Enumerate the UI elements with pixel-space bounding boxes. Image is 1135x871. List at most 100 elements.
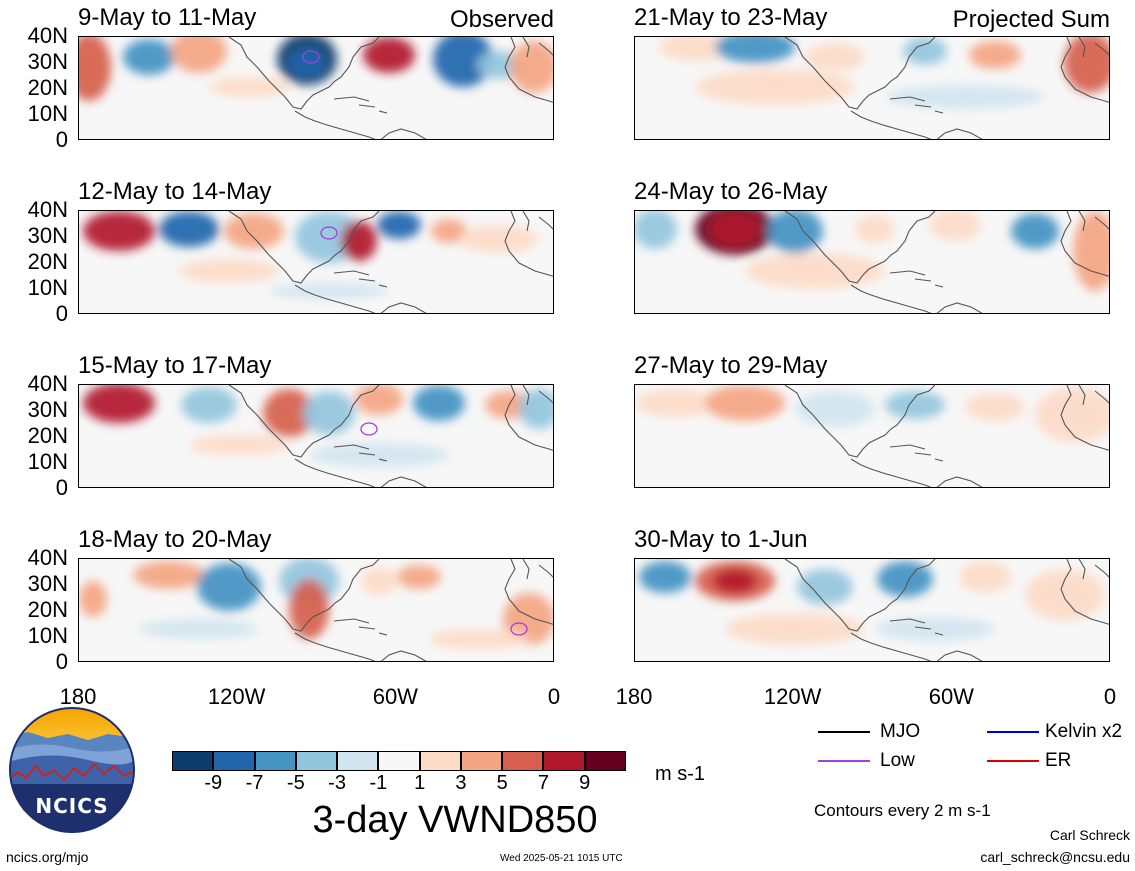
coastline bbox=[333, 270, 388, 288]
anomaly-shading bbox=[715, 37, 795, 63]
anomaly-shading bbox=[79, 581, 107, 617]
colorbar-swatch bbox=[502, 751, 544, 771]
anomaly-shading bbox=[695, 69, 855, 105]
anomaly-shading bbox=[263, 389, 315, 437]
anomaly-shading bbox=[361, 567, 397, 595]
coastline bbox=[889, 270, 944, 288]
longitude-tick-label: 0 bbox=[547, 684, 561, 709]
latitude-tick-label: 40N bbox=[27, 23, 68, 48]
anomaly-shading bbox=[725, 433, 845, 457]
anomaly-shading bbox=[83, 385, 155, 423]
anomaly-shading bbox=[635, 211, 677, 249]
anomaly-shading bbox=[855, 215, 895, 243]
coastline bbox=[936, 476, 983, 487]
longitude-tick-label: 180 bbox=[615, 684, 653, 709]
anomaly-shading bbox=[885, 391, 945, 419]
anomaly-shading bbox=[139, 619, 259, 639]
colorbar-swatch bbox=[378, 751, 420, 771]
colorbar-tick-label: 5 bbox=[496, 772, 508, 794]
anomaly-shading bbox=[171, 37, 227, 73]
coastline bbox=[294, 110, 376, 139]
anomaly-shading bbox=[197, 563, 261, 611]
wind-anomaly-map bbox=[634, 558, 1110, 662]
anomaly-shading bbox=[413, 385, 465, 421]
anomaly-shading bbox=[1025, 569, 1105, 621]
anomaly-shading bbox=[885, 85, 1045, 109]
coastline bbox=[1060, 211, 1109, 277]
coastline bbox=[333, 444, 388, 462]
anomaly-shading bbox=[179, 259, 279, 283]
colorbar-tick-label: -7 bbox=[245, 772, 264, 794]
coastline bbox=[333, 618, 388, 636]
coastline bbox=[1078, 385, 1109, 406]
anomaly-shading bbox=[519, 389, 553, 429]
coastline bbox=[504, 211, 553, 277]
anomaly-shading bbox=[289, 579, 329, 639]
coastline bbox=[850, 632, 932, 661]
longitude-tick-label: 180 bbox=[59, 684, 97, 709]
latitude-tick-label: 30N bbox=[27, 571, 68, 596]
coastline bbox=[850, 458, 932, 487]
author-email[interactable]: carl_schreck@ncsu.edu bbox=[980, 849, 1130, 865]
coastline bbox=[936, 650, 983, 661]
coastline bbox=[936, 128, 983, 139]
latitude-tick-label: 0 bbox=[55, 475, 68, 500]
anomaly-shading bbox=[639, 561, 691, 593]
anomaly-shading bbox=[83, 211, 155, 251]
coastline bbox=[228, 385, 380, 458]
anomaly-shading bbox=[1064, 37, 1109, 93]
colorbar-tick-label: -5 bbox=[286, 772, 305, 794]
anomaly-shading bbox=[745, 253, 885, 289]
coastline bbox=[1060, 37, 1109, 103]
anomaly-shading bbox=[659, 37, 731, 61]
coastline bbox=[889, 618, 944, 636]
panel-date-range: 24-May to 26-May bbox=[634, 178, 828, 205]
anomaly-shading bbox=[1073, 211, 1109, 291]
coastline bbox=[522, 385, 553, 406]
latitude-tick-label: 0 bbox=[55, 649, 68, 674]
coastline bbox=[784, 385, 936, 458]
logo-text: NCICS bbox=[35, 794, 109, 818]
colorbar-tick-label: 7 bbox=[537, 772, 550, 794]
figure-title: 3-day VWND850 bbox=[312, 799, 598, 841]
anomaly-shading bbox=[79, 37, 111, 101]
observed-tag: Observed bbox=[449, 6, 554, 33]
anomaly-shading bbox=[705, 385, 785, 421]
anomaly-shading bbox=[875, 617, 995, 641]
colorbar-swatch bbox=[543, 751, 585, 771]
colorbar-swatch bbox=[419, 751, 461, 771]
anomaly-shading bbox=[189, 435, 289, 455]
coastline bbox=[889, 96, 944, 114]
legend-mjo-label: MJO bbox=[880, 721, 921, 742]
coastline bbox=[1060, 385, 1109, 451]
latitude-tick-label: 20N bbox=[27, 249, 68, 274]
anomaly-shading bbox=[303, 391, 355, 435]
legend-er-line bbox=[987, 760, 1039, 762]
wind-anomaly-map bbox=[634, 36, 1110, 140]
coastline bbox=[333, 96, 388, 114]
coastline bbox=[504, 385, 553, 451]
site-link[interactable]: ncics.org/mjo bbox=[6, 849, 89, 865]
coastline bbox=[504, 559, 553, 625]
latitude-tick-label: 20N bbox=[27, 423, 68, 448]
coastline bbox=[1078, 559, 1109, 580]
contour-note: Contours every 2 m s-1 bbox=[814, 801, 991, 820]
anomaly-shading bbox=[209, 77, 289, 97]
latitude-tick-label: 0 bbox=[55, 301, 68, 326]
latitude-tick-label: 10N bbox=[27, 449, 68, 474]
latitude-tick-label: 30N bbox=[27, 397, 68, 422]
coastline bbox=[784, 559, 936, 632]
anomaly-shading bbox=[431, 219, 467, 243]
panel-date-range: 21-May to 23-May bbox=[634, 4, 828, 31]
anomaly-shading bbox=[767, 211, 823, 253]
colorbar-tick-label: -3 bbox=[328, 772, 346, 794]
coastline bbox=[1060, 559, 1109, 625]
colorbar-swatch bbox=[337, 751, 379, 771]
panel-date-range: 18-May to 20-May bbox=[78, 526, 272, 553]
anomaly-shading bbox=[725, 613, 865, 645]
anomaly-shading bbox=[309, 443, 449, 467]
latitude-tick-label: 30N bbox=[27, 223, 68, 248]
coastline bbox=[936, 302, 983, 313]
coastline bbox=[228, 37, 380, 110]
latitude-tick-label: 40N bbox=[27, 371, 68, 396]
